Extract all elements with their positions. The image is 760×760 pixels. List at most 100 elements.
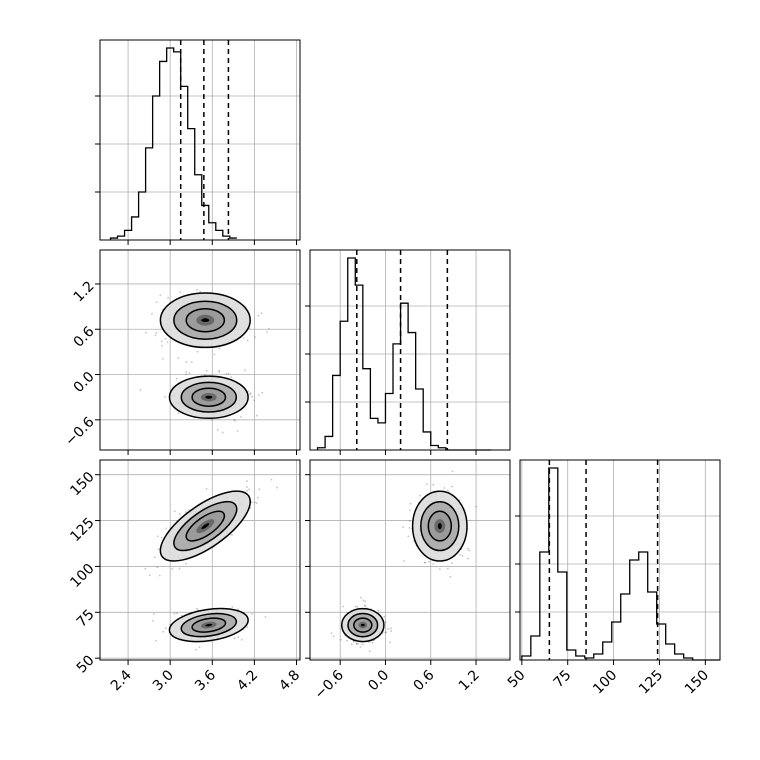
scatter-point	[251, 613, 253, 615]
scatter-point	[419, 494, 421, 497]
scatter-point	[332, 635, 335, 638]
scatter-point	[409, 502, 412, 505]
scatter-point	[156, 535, 159, 538]
x-tick-label-p0-2: 3.6	[192, 667, 219, 694]
grid-layer	[100, 40, 720, 660]
y-tick-label-p2-1: 75	[74, 607, 98, 631]
scatter-point	[264, 616, 267, 618]
scatter-point	[270, 478, 273, 481]
x-tick-label-p0-3: 4.2	[234, 667, 261, 694]
scatter-point	[195, 648, 198, 651]
scatter-point	[246, 339, 249, 342]
scatter-point	[139, 388, 142, 391]
scatter-point	[253, 399, 256, 402]
scatter-point	[409, 509, 411, 512]
scatter-point	[233, 418, 236, 421]
tick-layer: 2.4 3.0 3.6 4.2 4.8 −0.6 0.0 0.6 1.2 50 75 100 125 15…	[62, 95, 712, 703]
scatter-point	[377, 609, 380, 612]
scatter-point	[196, 607, 198, 610]
scatter-point	[161, 358, 164, 360]
scatter-point	[165, 627, 167, 630]
scatter-point	[246, 480, 248, 482]
scatter-point	[475, 505, 477, 508]
scatter-point	[144, 567, 147, 570]
scatter-point	[384, 631, 387, 634]
scatter-point	[451, 562, 453, 564]
scatter-point	[408, 527, 411, 529]
x-tick-label-p0-0: 2.4	[108, 667, 135, 694]
x-tick-label-p2-2: 100	[590, 667, 620, 697]
scatter-point	[166, 341, 169, 343]
scatter-point	[356, 606, 359, 608]
scatter-point	[177, 412, 180, 415]
scatter-point	[152, 613, 155, 615]
scatter-point	[218, 371, 221, 373]
y-tick-label-p1-0: −0.6	[62, 414, 97, 449]
scatter-point	[371, 642, 374, 644]
density-peak-p0-p2-1	[205, 623, 213, 627]
scatter-point	[360, 596, 362, 599]
scatter-point	[461, 554, 464, 557]
scatter-point	[236, 430, 239, 432]
scatter-point	[258, 488, 261, 491]
scatter-point	[173, 510, 176, 513]
scatter-point	[160, 340, 163, 343]
scatter-point	[155, 301, 158, 303]
scatter-point	[185, 563, 188, 565]
scatter-point	[402, 526, 404, 528]
scatter-point	[355, 642, 358, 645]
y-tick-label-p1-2: 0.6	[71, 324, 98, 351]
scatter-point	[165, 527, 168, 530]
scatter-point	[161, 344, 163, 347]
scatter-point	[176, 612, 178, 615]
scatter-point	[155, 332, 158, 334]
scatter-point	[230, 376, 233, 378]
scatter-point	[216, 428, 219, 431]
scatter-point	[185, 511, 188, 514]
x-tick-label-p2-3: 125	[636, 667, 666, 697]
scatter-point	[178, 513, 181, 515]
scatter-point	[246, 486, 248, 488]
scatter-point	[438, 568, 441, 570]
scatter-point	[261, 391, 264, 394]
scatter-point	[432, 563, 435, 565]
scatter-point	[148, 574, 151, 577]
scatter-point	[167, 296, 170, 299]
scatter-point	[159, 294, 162, 297]
x-tick-label-p1-3: 1.2	[456, 667, 483, 694]
scatter-point	[233, 637, 236, 640]
scatter-point	[213, 353, 216, 356]
scatter-point	[188, 372, 191, 375]
density-peak-p1-p2-1	[360, 623, 365, 627]
scatter-point	[355, 643, 358, 645]
scatter-point	[340, 638, 342, 641]
x-tick-label-p1-2: 0.6	[411, 667, 438, 694]
x-tick-label-p2-0: 50	[505, 667, 529, 691]
scatter-point	[218, 347, 221, 350]
scatter-point	[408, 520, 411, 522]
scatter-point	[255, 502, 258, 504]
histogram-p1	[316, 257, 492, 451]
scatter-point	[154, 334, 157, 337]
scatter-point	[361, 643, 364, 646]
scatter-point	[185, 373, 187, 376]
scatter-point	[268, 327, 270, 330]
scatter-point	[425, 483, 428, 486]
scatter-point	[428, 560, 431, 563]
scatter-point	[246, 626, 249, 629]
scatter-point	[363, 604, 366, 606]
scatter-point	[383, 615, 386, 618]
scatter-point	[151, 312, 153, 315]
scatter-point	[255, 414, 258, 417]
scatter-point	[234, 420, 237, 422]
scatter-point	[446, 489, 449, 492]
scatter-point	[384, 621, 387, 624]
scatter-point	[359, 646, 362, 648]
scatter-point	[353, 640, 355, 643]
scatter-point	[256, 496, 259, 499]
scatter-point	[227, 373, 230, 375]
scatter-point	[364, 605, 367, 608]
scatter-point	[237, 608, 239, 611]
scatter-point	[390, 630, 392, 633]
density-peak-p1-p2-0	[437, 522, 442, 530]
